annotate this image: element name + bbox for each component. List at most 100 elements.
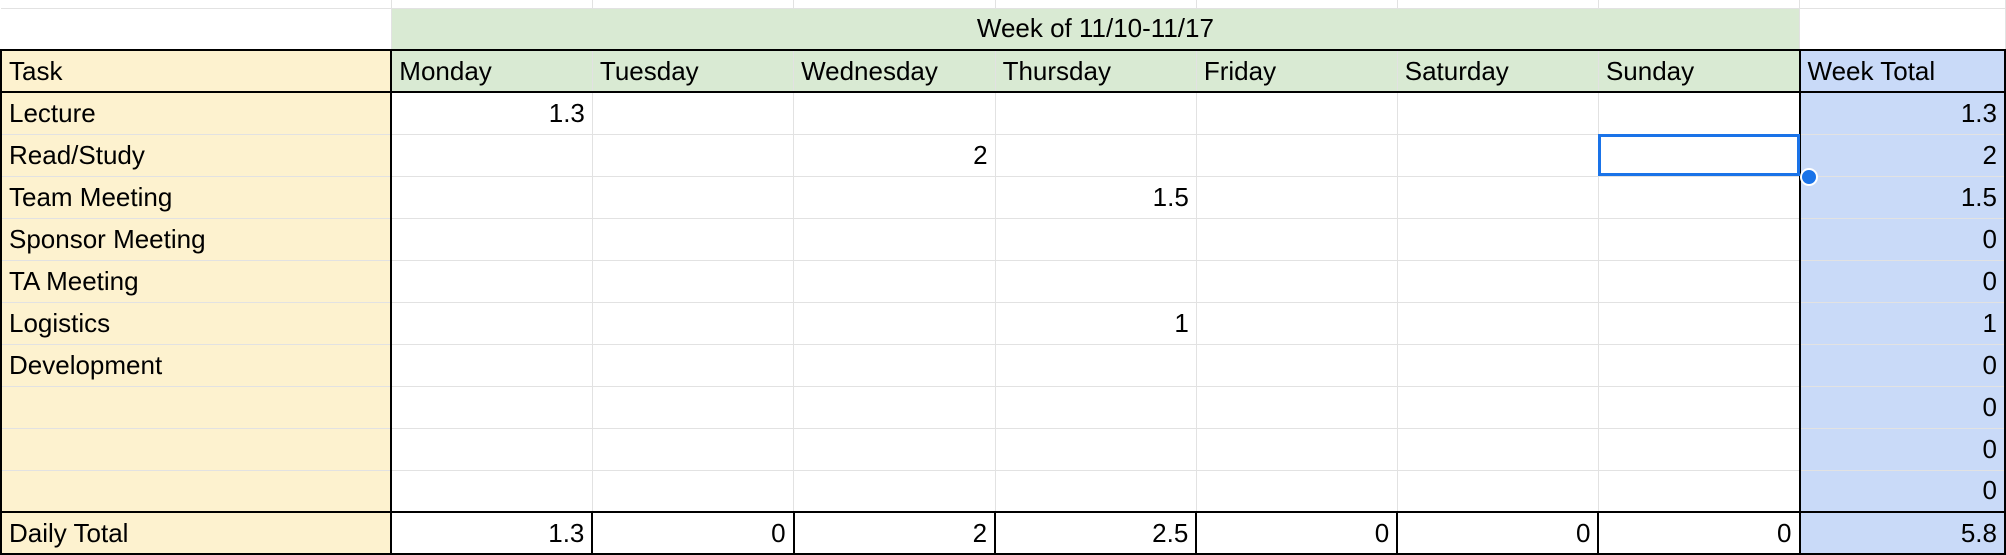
hours-cell[interactable]	[1196, 428, 1398, 471]
hours-cell[interactable]	[793, 344, 996, 387]
week-total-cell[interactable]: 1.5	[1798, 176, 2006, 219]
hours-cell[interactable]	[592, 428, 795, 471]
hours-cell[interactable]	[391, 176, 593, 219]
cell[interactable]	[1, 8, 392, 51]
week-title-cell[interactable]: Week of 11/10-11/17	[391, 8, 1801, 51]
daily-total-label-cell[interactable]: Daily Total	[0, 511, 393, 555]
task-name-cell[interactable]: Team Meeting	[0, 176, 393, 219]
task-header-cell[interactable]: Task	[0, 50, 393, 93]
cell[interactable]	[793, 0, 996, 9]
hours-cell[interactable]	[1196, 260, 1398, 303]
task-name-cell[interactable]: TA Meeting	[0, 260, 393, 303]
daily-total-cell[interactable]: 0	[1397, 511, 1600, 555]
hours-cell[interactable]	[1598, 302, 1801, 345]
hours-cell[interactable]	[995, 92, 1197, 135]
task-name-cell[interactable]: Logistics	[0, 302, 393, 345]
hours-cell[interactable]	[995, 134, 1197, 177]
hours-cell[interactable]	[1397, 386, 1599, 429]
hours-cell[interactable]: 1	[995, 302, 1197, 345]
week-total-cell[interactable]: 0	[1798, 428, 2006, 471]
cell[interactable]	[1397, 0, 1599, 9]
selected-cell[interactable]	[1598, 134, 1801, 177]
day-header-cell[interactable]: Monday	[391, 50, 593, 93]
hours-cell[interactable]	[793, 92, 996, 135]
hours-cell[interactable]	[1598, 470, 1801, 513]
hours-cell[interactable]	[1397, 344, 1599, 387]
hours-cell[interactable]	[1397, 428, 1599, 471]
hours-cell[interactable]	[1397, 134, 1599, 177]
daily-total-cell[interactable]: 0	[592, 511, 795, 555]
hours-cell[interactable]	[1397, 302, 1599, 345]
hours-cell[interactable]	[1598, 344, 1801, 387]
hours-cell[interactable]	[592, 260, 795, 303]
day-header-cell[interactable]: Sunday	[1598, 50, 1801, 93]
hours-cell[interactable]	[793, 302, 996, 345]
hours-cell[interactable]	[995, 428, 1197, 471]
hours-cell[interactable]	[1196, 344, 1398, 387]
hours-cell[interactable]	[793, 218, 996, 261]
fill-handle[interactable]	[1800, 168, 1818, 186]
hours-cell[interactable]	[995, 386, 1197, 429]
hours-cell[interactable]	[1196, 470, 1398, 513]
hours-cell[interactable]	[391, 218, 593, 261]
task-name-cell[interactable]: Development	[0, 344, 393, 387]
day-header-cell[interactable]: Thursday	[995, 50, 1197, 93]
hours-cell[interactable]	[995, 344, 1197, 387]
hours-cell[interactable]	[1598, 176, 1801, 219]
hours-cell[interactable]	[1598, 428, 1801, 471]
hours-cell[interactable]	[793, 470, 996, 513]
cell[interactable]	[592, 0, 795, 9]
hours-cell[interactable]	[995, 470, 1197, 513]
hours-cell[interactable]	[391, 344, 593, 387]
daily-total-cell[interactable]: 1.3	[391, 511, 594, 555]
daily-total-cell[interactable]: 2.5	[995, 511, 1198, 555]
daily-total-cell[interactable]: 2	[793, 511, 997, 555]
day-header-cell[interactable]: Saturday	[1397, 50, 1599, 93]
week-total-cell[interactable]: 0	[1798, 218, 2006, 261]
hours-cell[interactable]	[391, 470, 593, 513]
hours-cell[interactable]	[1397, 470, 1599, 513]
hours-cell[interactable]	[1598, 386, 1801, 429]
hours-cell[interactable]	[391, 428, 593, 471]
hours-cell[interactable]	[1196, 176, 1398, 219]
hours-cell[interactable]	[995, 218, 1197, 261]
hours-cell[interactable]	[1196, 92, 1398, 135]
cell[interactable]	[1196, 0, 1398, 9]
hours-cell[interactable]	[592, 386, 795, 429]
week-total-cell[interactable]: 0	[1798, 470, 2006, 513]
day-header-cell[interactable]: Tuesday	[592, 50, 795, 93]
hours-cell[interactable]	[592, 92, 795, 135]
hours-cell[interactable]	[793, 260, 996, 303]
task-name-cell[interactable]	[0, 386, 393, 429]
week-total-cell[interactable]: 0	[1798, 260, 2006, 303]
task-name-cell[interactable]: Sponsor Meeting	[0, 218, 393, 261]
cell[interactable]	[1799, 0, 2006, 9]
hours-cell[interactable]	[391, 260, 593, 303]
hours-cell[interactable]	[1196, 302, 1398, 345]
grand-total-cell[interactable]: 5.8	[1798, 511, 2006, 555]
hours-cell[interactable]	[1196, 386, 1398, 429]
week-total-cell[interactable]: 1.3	[1798, 92, 2006, 135]
hours-cell[interactable]	[793, 176, 996, 219]
hours-cell[interactable]	[793, 386, 996, 429]
hours-cell[interactable]	[1397, 218, 1599, 261]
hours-cell[interactable]: 1.5	[995, 176, 1197, 219]
hours-cell[interactable]: 2	[793, 134, 996, 177]
task-name-cell[interactable]	[0, 470, 393, 513]
day-header-cell[interactable]: Wednesday	[793, 50, 996, 93]
hours-cell[interactable]	[592, 176, 795, 219]
hours-cell[interactable]	[1598, 92, 1801, 135]
daily-total-cell[interactable]: 0	[1598, 511, 1801, 555]
cell[interactable]	[1, 0, 392, 9]
hours-cell[interactable]	[1196, 218, 1398, 261]
hours-cell[interactable]	[793, 428, 996, 471]
hours-cell[interactable]	[391, 302, 593, 345]
hours-cell[interactable]	[995, 260, 1197, 303]
hours-cell[interactable]	[592, 302, 795, 345]
cell[interactable]	[1598, 0, 1801, 9]
hours-cell[interactable]	[1397, 176, 1599, 219]
cell[interactable]	[391, 0, 593, 9]
task-name-cell[interactable]: Read/Study	[0, 134, 393, 177]
hours-cell[interactable]	[1397, 92, 1599, 135]
week-total-cell[interactable]: 0	[1798, 344, 2006, 387]
